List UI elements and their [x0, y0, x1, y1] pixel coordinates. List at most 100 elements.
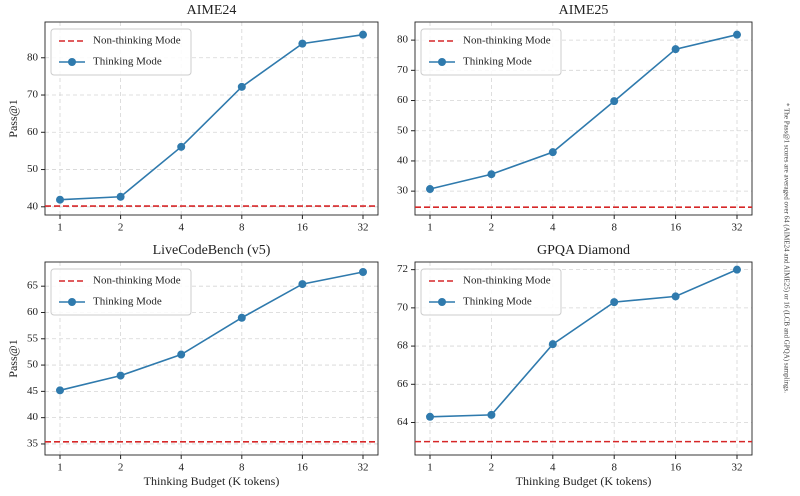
x-tick-label: 4 — [550, 462, 556, 474]
data-point — [426, 185, 434, 194]
data-point — [359, 30, 367, 39]
y-tick-label: 60 — [27, 126, 39, 138]
plot-frame — [414, 261, 753, 456]
data-point — [671, 45, 680, 54]
subplot-title: GPQA Diamond — [537, 243, 630, 258]
legend-label: Thinking Mode — [93, 296, 162, 308]
x-tick-label: 2 — [118, 222, 124, 234]
x-tick-label: 32 — [358, 462, 369, 474]
y-tick-label: 65 — [27, 280, 39, 292]
legend-box — [50, 268, 192, 316]
y-tick-label: 80 — [27, 51, 39, 63]
legend-marker — [68, 58, 76, 66]
data-point — [359, 267, 367, 276]
data-point — [298, 280, 307, 289]
data-point — [116, 371, 125, 380]
data-point — [237, 313, 246, 322]
legend-marker — [68, 298, 76, 306]
legend-marker — [438, 58, 446, 66]
x-tick-label: 8 — [239, 222, 245, 234]
data-point — [671, 292, 680, 301]
x-tick-label: 1 — [427, 462, 433, 474]
legend-label: Non-thinking Mode — [93, 35, 181, 47]
data-point — [177, 350, 186, 359]
y-tick-label: 64 — [397, 416, 409, 428]
data-point — [487, 410, 496, 419]
subplot-title: AIME25 — [559, 3, 609, 18]
y-tick-label: 70 — [397, 64, 409, 76]
data-point — [56, 386, 64, 395]
x-tick-label: 1 — [57, 462, 63, 474]
legend-label: Thinking Mode — [463, 56, 532, 68]
x-tick-label: 1 — [427, 222, 433, 234]
series-line — [59, 33, 364, 201]
y-tick-label: 70 — [27, 89, 39, 101]
y-tick-label: 66 — [397, 378, 409, 390]
footnote: * The Pass@1 scores are averaged over 64… — [782, 103, 790, 393]
legend-label: Thinking Mode — [93, 56, 162, 68]
y-tick-label: 30 — [397, 185, 409, 197]
legend-label: Non-thinking Mode — [463, 35, 551, 47]
plot-frame — [44, 261, 379, 456]
legend-box — [420, 268, 562, 316]
data-point — [487, 170, 496, 179]
subplot-title: LiveCodeBench (v5) — [153, 243, 271, 258]
data-point — [610, 298, 619, 307]
x-tick-label: 32 — [732, 462, 743, 474]
legend-label: Thinking Mode — [463, 296, 532, 308]
y-axis-label: Pass@1 — [6, 339, 20, 377]
legend-label: Non-thinking Mode — [463, 275, 551, 287]
x-tick-label: 16 — [297, 222, 309, 234]
legend-marker — [438, 298, 446, 306]
plot-frame — [44, 21, 379, 216]
legend-label: Non-thinking Mode — [93, 275, 181, 287]
data-point — [298, 39, 307, 48]
data-point — [610, 97, 619, 106]
x-tick-label: 4 — [178, 222, 184, 234]
y-tick-label: 68 — [397, 340, 409, 352]
data-point — [548, 148, 557, 157]
data-point — [177, 142, 186, 151]
data-point — [548, 340, 557, 349]
x-tick-label: 2 — [489, 462, 495, 474]
series-line — [429, 268, 738, 418]
x-tick-label: 32 — [358, 222, 369, 234]
y-axis-label: Pass@1 — [6, 99, 20, 137]
y-tick-label: 60 — [27, 306, 39, 318]
y-tick-label: 45 — [27, 385, 39, 397]
data-point — [733, 265, 741, 274]
y-tick-label: 70 — [397, 301, 409, 313]
x-tick-label: 16 — [670, 462, 682, 474]
x-tick-label: 1 — [57, 222, 63, 234]
series-line — [59, 271, 364, 392]
y-tick-label: 80 — [397, 34, 409, 46]
y-tick-label: 50 — [397, 124, 409, 136]
x-tick-label: 4 — [178, 462, 184, 474]
data-point — [426, 412, 434, 421]
x-tick-label: 16 — [670, 222, 682, 234]
y-tick-label: 55 — [27, 332, 39, 344]
x-axis-label: Thinking Budget (K tokens) — [516, 474, 652, 488]
x-tick-label: 16 — [297, 462, 309, 474]
legend-box — [50, 28, 192, 76]
data-point — [237, 82, 246, 91]
y-tick-label: 35 — [27, 437, 39, 449]
x-tick-label: 4 — [550, 222, 556, 234]
x-tick-label: 32 — [732, 222, 743, 234]
x-axis-label: Thinking Budget (K tokens) — [144, 474, 280, 488]
x-tick-label: 8 — [239, 462, 245, 474]
x-tick-label: 2 — [489, 222, 495, 234]
plot-frame — [414, 21, 753, 216]
x-tick-label: 8 — [611, 222, 617, 234]
series-line — [429, 33, 738, 190]
y-tick-label: 40 — [27, 200, 39, 212]
data-point — [733, 30, 741, 39]
y-tick-label: 50 — [27, 359, 39, 371]
subplot-title: AIME24 — [187, 3, 237, 18]
x-tick-label: 2 — [118, 462, 124, 474]
y-tick-label: 40 — [397, 154, 409, 166]
data-point — [116, 192, 125, 201]
y-tick-label: 40 — [27, 411, 39, 423]
